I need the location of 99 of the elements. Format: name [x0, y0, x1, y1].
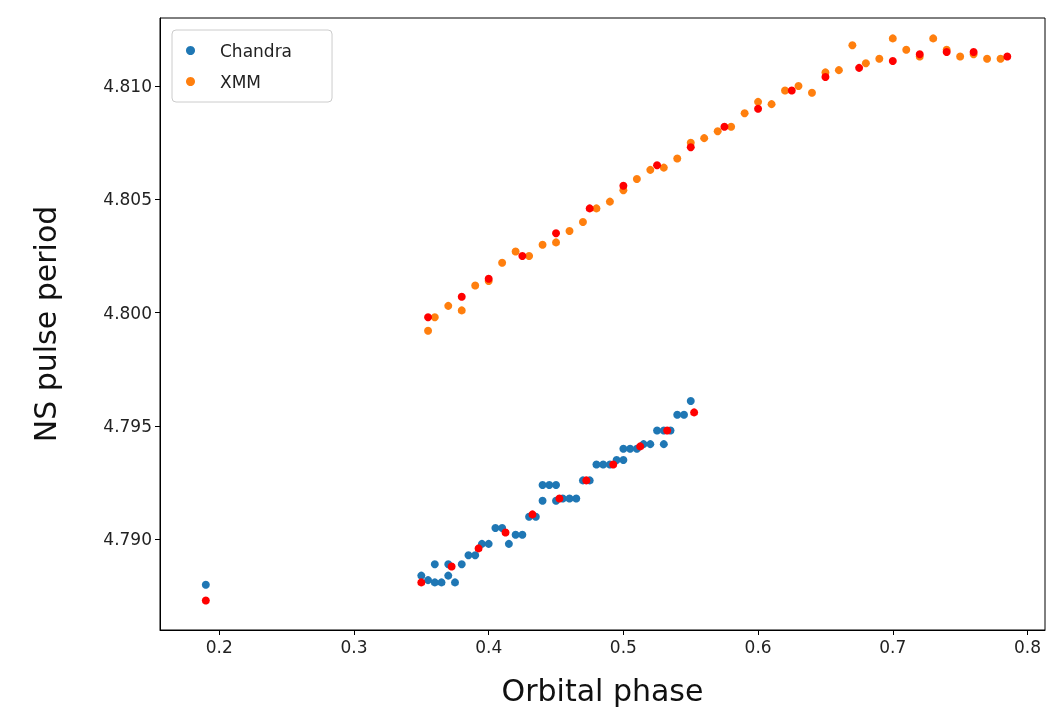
point	[680, 410, 688, 419]
point	[424, 576, 433, 585]
point	[619, 444, 628, 453]
point	[451, 578, 459, 587]
y-axis-title: NS pulse period	[27, 205, 63, 443]
x-axis-title: Orbital phase	[501, 672, 704, 708]
point	[767, 100, 776, 109]
point	[875, 54, 884, 63]
point	[518, 252, 527, 260]
point	[501, 528, 510, 537]
point	[686, 397, 695, 406]
point	[430, 578, 439, 587]
point	[538, 240, 547, 249]
point	[464, 551, 473, 560]
point	[861, 59, 870, 68]
point	[848, 41, 857, 50]
x-tick-label: 0.3	[340, 636, 368, 657]
point	[700, 134, 709, 143]
point	[525, 252, 534, 260]
point	[632, 174, 641, 183]
point	[578, 218, 587, 226]
point	[444, 571, 453, 580]
point	[498, 258, 507, 267]
x-tick-label: 0.5	[609, 636, 637, 657]
point	[585, 204, 594, 213]
point	[727, 122, 736, 131]
point	[787, 86, 796, 95]
point	[807, 88, 816, 97]
point	[511, 530, 520, 539]
point	[538, 496, 547, 505]
point	[888, 57, 897, 66]
point	[457, 292, 466, 301]
point	[511, 247, 520, 256]
point	[474, 544, 483, 553]
point	[619, 181, 628, 190]
point	[855, 63, 864, 72]
point	[424, 313, 433, 322]
point	[690, 408, 699, 417]
point	[653, 161, 662, 170]
point	[740, 109, 749, 118]
point	[565, 227, 574, 236]
point	[552, 480, 561, 489]
point	[572, 494, 581, 503]
point	[834, 66, 843, 75]
point	[609, 460, 618, 469]
point	[686, 143, 695, 152]
point	[673, 154, 682, 163]
point	[929, 34, 938, 43]
point	[491, 524, 500, 532]
point	[659, 440, 668, 449]
point	[821, 72, 830, 81]
point	[437, 578, 446, 587]
point	[1003, 52, 1012, 61]
point	[518, 530, 527, 539]
legend-label: Chandra	[220, 40, 293, 61]
point	[592, 460, 601, 469]
point	[956, 52, 965, 61]
point	[457, 306, 466, 315]
point	[996, 54, 1005, 63]
y-tick-label: 4.795	[103, 416, 152, 436]
y-tick-label: 4.805	[103, 189, 152, 210]
point	[888, 34, 897, 43]
point	[424, 326, 433, 335]
point	[471, 281, 480, 290]
x-tick-label: 0.6	[744, 636, 772, 657]
y-tick-label: 4.800	[103, 302, 152, 323]
point	[201, 596, 210, 605]
x-tick-label: 0.4	[475, 636, 503, 657]
point	[457, 560, 466, 569]
point	[504, 539, 513, 548]
point	[201, 580, 210, 589]
legend-label: XMM	[220, 71, 261, 92]
point	[646, 165, 655, 174]
point	[417, 578, 426, 587]
point	[619, 456, 628, 464]
point	[754, 104, 763, 113]
point	[794, 82, 803, 90]
y-tick-label: 4.810	[103, 76, 152, 96]
x-tick-label: 0.2	[205, 636, 233, 657]
point	[754, 97, 763, 106]
point	[720, 122, 729, 131]
point	[659, 163, 668, 172]
point	[902, 45, 911, 54]
x-tick-label: 0.8	[1013, 636, 1042, 657]
x-tick-label: 0.7	[879, 636, 907, 657]
point	[430, 560, 439, 569]
point	[552, 238, 561, 247]
y-tick-label: 4.790	[103, 529, 152, 550]
point	[484, 539, 493, 548]
point	[430, 313, 439, 322]
point	[983, 54, 992, 63]
point	[713, 127, 722, 136]
point	[646, 440, 655, 449]
point	[538, 480, 547, 489]
point	[673, 410, 682, 419]
point	[471, 551, 480, 560]
point	[605, 197, 614, 206]
point	[444, 301, 453, 310]
point	[552, 229, 561, 238]
